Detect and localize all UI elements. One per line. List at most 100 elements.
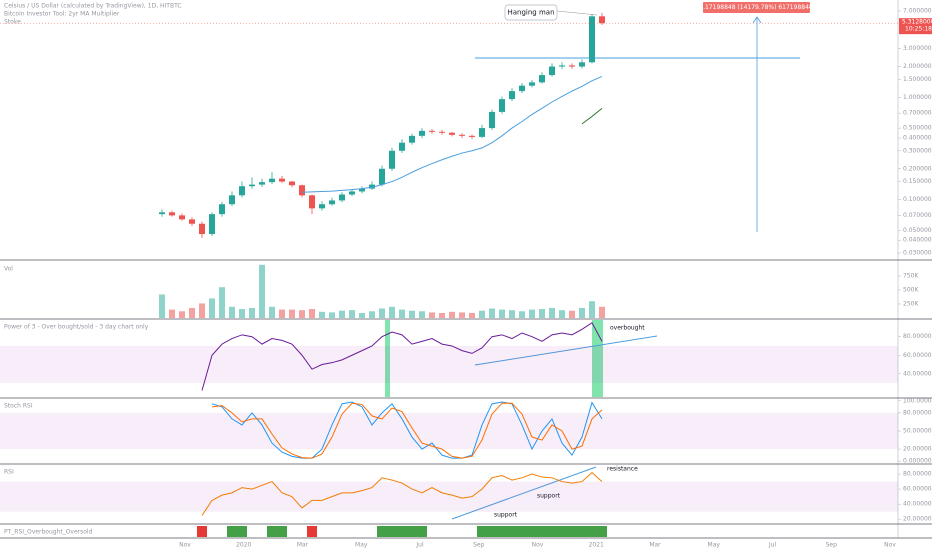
state-block (557, 526, 567, 537)
candle-body (519, 85, 525, 92)
y-tick-label: 20.00000000 (903, 516, 932, 523)
volume-bar (399, 309, 405, 318)
trend-line (451, 466, 597, 520)
volume-bar (479, 310, 485, 318)
volume-bar (219, 287, 225, 318)
volume-bar (569, 310, 575, 318)
candle-body (499, 99, 505, 112)
indicator-line (301, 75, 603, 193)
y-tick-label: 60.00000000 (903, 352, 932, 359)
state-block (237, 526, 247, 537)
y-tick-label: 100.00000000 (903, 397, 932, 404)
y-tick-label: 500K (903, 287, 919, 294)
state-block (597, 526, 607, 537)
candle-body (599, 16, 605, 24)
volume-bar (379, 308, 385, 318)
highlight-column (592, 320, 603, 397)
candle-body (279, 178, 285, 182)
panel-title: PT_RSI_Overbought_Oversold (4, 529, 93, 536)
candle-body (429, 130, 435, 132)
state-block (537, 526, 547, 537)
candle-body (319, 204, 325, 209)
y-tick-label: 0.20000000 (903, 165, 932, 172)
candle-body (359, 188, 365, 192)
candle-body (349, 191, 355, 195)
volume-bar (359, 312, 365, 318)
candle-body (559, 65, 565, 67)
volume-bar (389, 306, 395, 318)
y-tick-label: 0.70000000 (903, 110, 932, 117)
candle-body (249, 184, 255, 187)
volume-bar (299, 310, 305, 318)
volume-bar (199, 303, 205, 318)
candle-body (409, 135, 415, 143)
candle-body (509, 91, 515, 100)
volume-bar (539, 309, 545, 318)
candle-body (329, 200, 335, 205)
state-block (567, 526, 577, 537)
band (0, 412, 898, 450)
state-block (397, 526, 407, 537)
candle-body (269, 178, 275, 183)
candle-body (459, 134, 465, 136)
state-block (527, 526, 537, 537)
x-tick-label: Sep (473, 542, 485, 549)
y-tick-label: 3.00000000 (903, 45, 932, 52)
volume-bar (229, 306, 235, 318)
candle-body (569, 65, 575, 67)
volume-bar (209, 298, 215, 318)
candle-body (379, 168, 385, 185)
countdown-label: 10:25:18 (905, 26, 932, 33)
panel-title: RSI (4, 469, 14, 476)
y-tick-label: 1.50000000 (903, 76, 932, 83)
y-tick-label: 40.00000000 (903, 501, 932, 508)
candle-body (219, 204, 225, 215)
volume-bar (589, 301, 595, 318)
x-tick-label: Nov (179, 542, 191, 549)
state-block (477, 526, 487, 537)
state-block (487, 526, 497, 537)
state-block (307, 526, 317, 537)
volume-bar (189, 307, 195, 318)
panel-title: Stoch RSI (4, 403, 33, 410)
volume-bar (529, 309, 535, 318)
volume-bar (489, 308, 495, 318)
volume-bar (349, 310, 355, 318)
y-tick-label: 2.00000000 (903, 63, 932, 70)
y-tick-label: 750K (903, 273, 919, 280)
y-tick-label: 7.00000000 (903, 7, 932, 14)
y-tick-label: 250K (903, 301, 919, 308)
volume-bar (309, 309, 315, 318)
y-tick-label: 0.50000000 (903, 125, 932, 132)
y-tick-label: 60.00000000 (903, 486, 932, 493)
y-tick-label: 1.00000000 (903, 94, 932, 101)
x-tick-label: Sep (826, 542, 838, 549)
annotation: overbought (610, 325, 645, 332)
candle-body (339, 194, 345, 201)
candle-body (389, 150, 395, 169)
candle-body (449, 132, 455, 135)
indicator-label: Bitcoin Investor Tool: 2yr MA Multiplier (4, 11, 120, 18)
volume-bar (289, 309, 295, 318)
state-block (517, 526, 527, 537)
y-tick-label: 80.00000000 (903, 471, 932, 478)
volume-bar (419, 311, 425, 318)
state-block (277, 526, 287, 537)
y-tick-label: 0.10000000 (903, 196, 932, 203)
state-block (417, 526, 427, 537)
volume-bar (439, 312, 445, 318)
volume-bar (499, 309, 505, 318)
trend-line (474, 335, 658, 366)
volume-bar (249, 307, 255, 318)
state-block (407, 526, 417, 537)
candle-body (539, 75, 545, 83)
volume-bar (579, 307, 585, 318)
x-tick-label: Jul (768, 542, 777, 549)
indicator-line (211, 401, 603, 459)
indicator-line (211, 402, 603, 459)
candle-body (479, 128, 485, 137)
y-tick-label: 0.05000000 (903, 227, 932, 234)
state-block (387, 526, 397, 537)
x-tick-label: Jul (415, 542, 424, 549)
